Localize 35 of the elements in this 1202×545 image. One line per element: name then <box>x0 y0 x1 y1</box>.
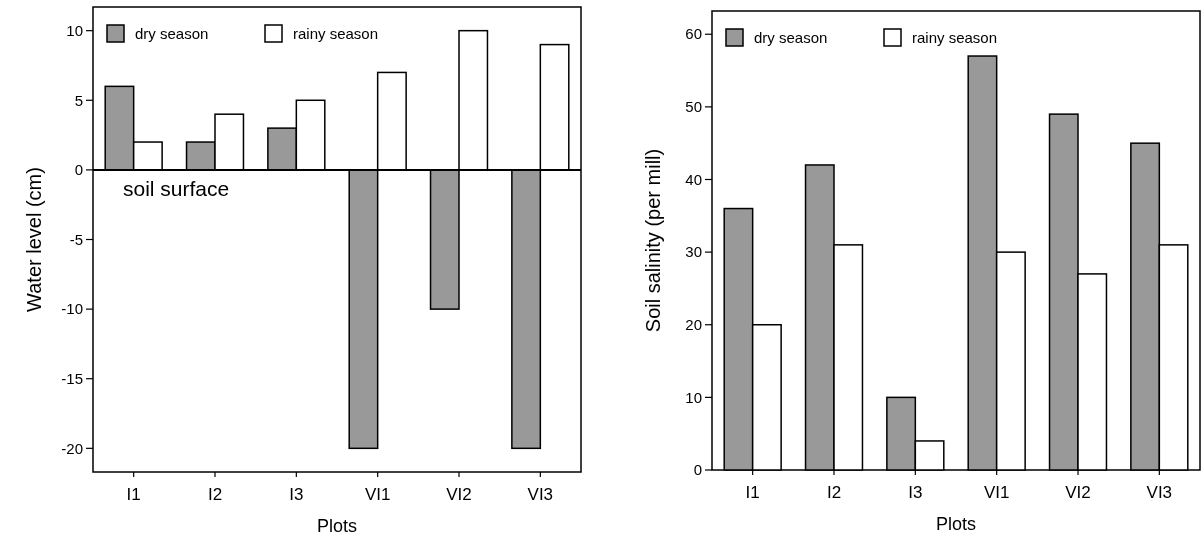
x-axis-title: Plots <box>316 516 358 536</box>
y-tick-label: 5 <box>74 91 83 109</box>
x-tick-label: I3 <box>289 485 304 504</box>
x-tick-label: I1 <box>126 485 141 504</box>
y-tick-label: -20 <box>61 439 83 457</box>
legend-label: dry season <box>754 29 828 47</box>
y-axis-title: Soil salinity (per mill) <box>642 148 664 333</box>
x-tick-label: I3 <box>908 483 923 502</box>
x-tick-label: I2 <box>826 483 842 502</box>
x-tick-label: VI3 <box>527 485 554 504</box>
y-tick-label: 50 <box>685 98 702 116</box>
legend-label: rainy season <box>293 25 379 43</box>
x-axis-title: Plots <box>935 514 977 534</box>
y-tick-label: 20 <box>685 316 702 333</box>
y-tick-label: 10 <box>66 21 83 39</box>
y-tick-label: 0 <box>693 461 702 479</box>
y-tick-label: 60 <box>685 25 702 43</box>
y-tick-label: -10 <box>61 300 83 318</box>
y-tick-label: 0 <box>74 161 83 179</box>
y-tick-label: -5 <box>69 230 83 248</box>
x-tick-label: VI1 <box>364 485 391 504</box>
legend-label: dry season <box>135 25 209 43</box>
y-tick-label: 30 <box>685 243 702 261</box>
legend-label: rainy season <box>912 29 998 47</box>
y-tick-label: 40 <box>685 170 702 188</box>
y-tick-label: 10 <box>685 388 702 406</box>
y-axis-title: Water level (cm) <box>23 167 45 312</box>
y-tick-label: -15 <box>61 369 83 387</box>
x-tick-label: VI2 <box>1065 483 1091 502</box>
x-tick-label: VI3 <box>1146 483 1173 502</box>
x-tick-label: VI2 <box>446 485 472 504</box>
x-tick-label: I1 <box>745 483 760 502</box>
ref-line-label: soil surface <box>123 176 230 200</box>
x-tick-label: I2 <box>207 485 223 504</box>
x-tick-label: VI1 <box>983 483 1010 502</box>
